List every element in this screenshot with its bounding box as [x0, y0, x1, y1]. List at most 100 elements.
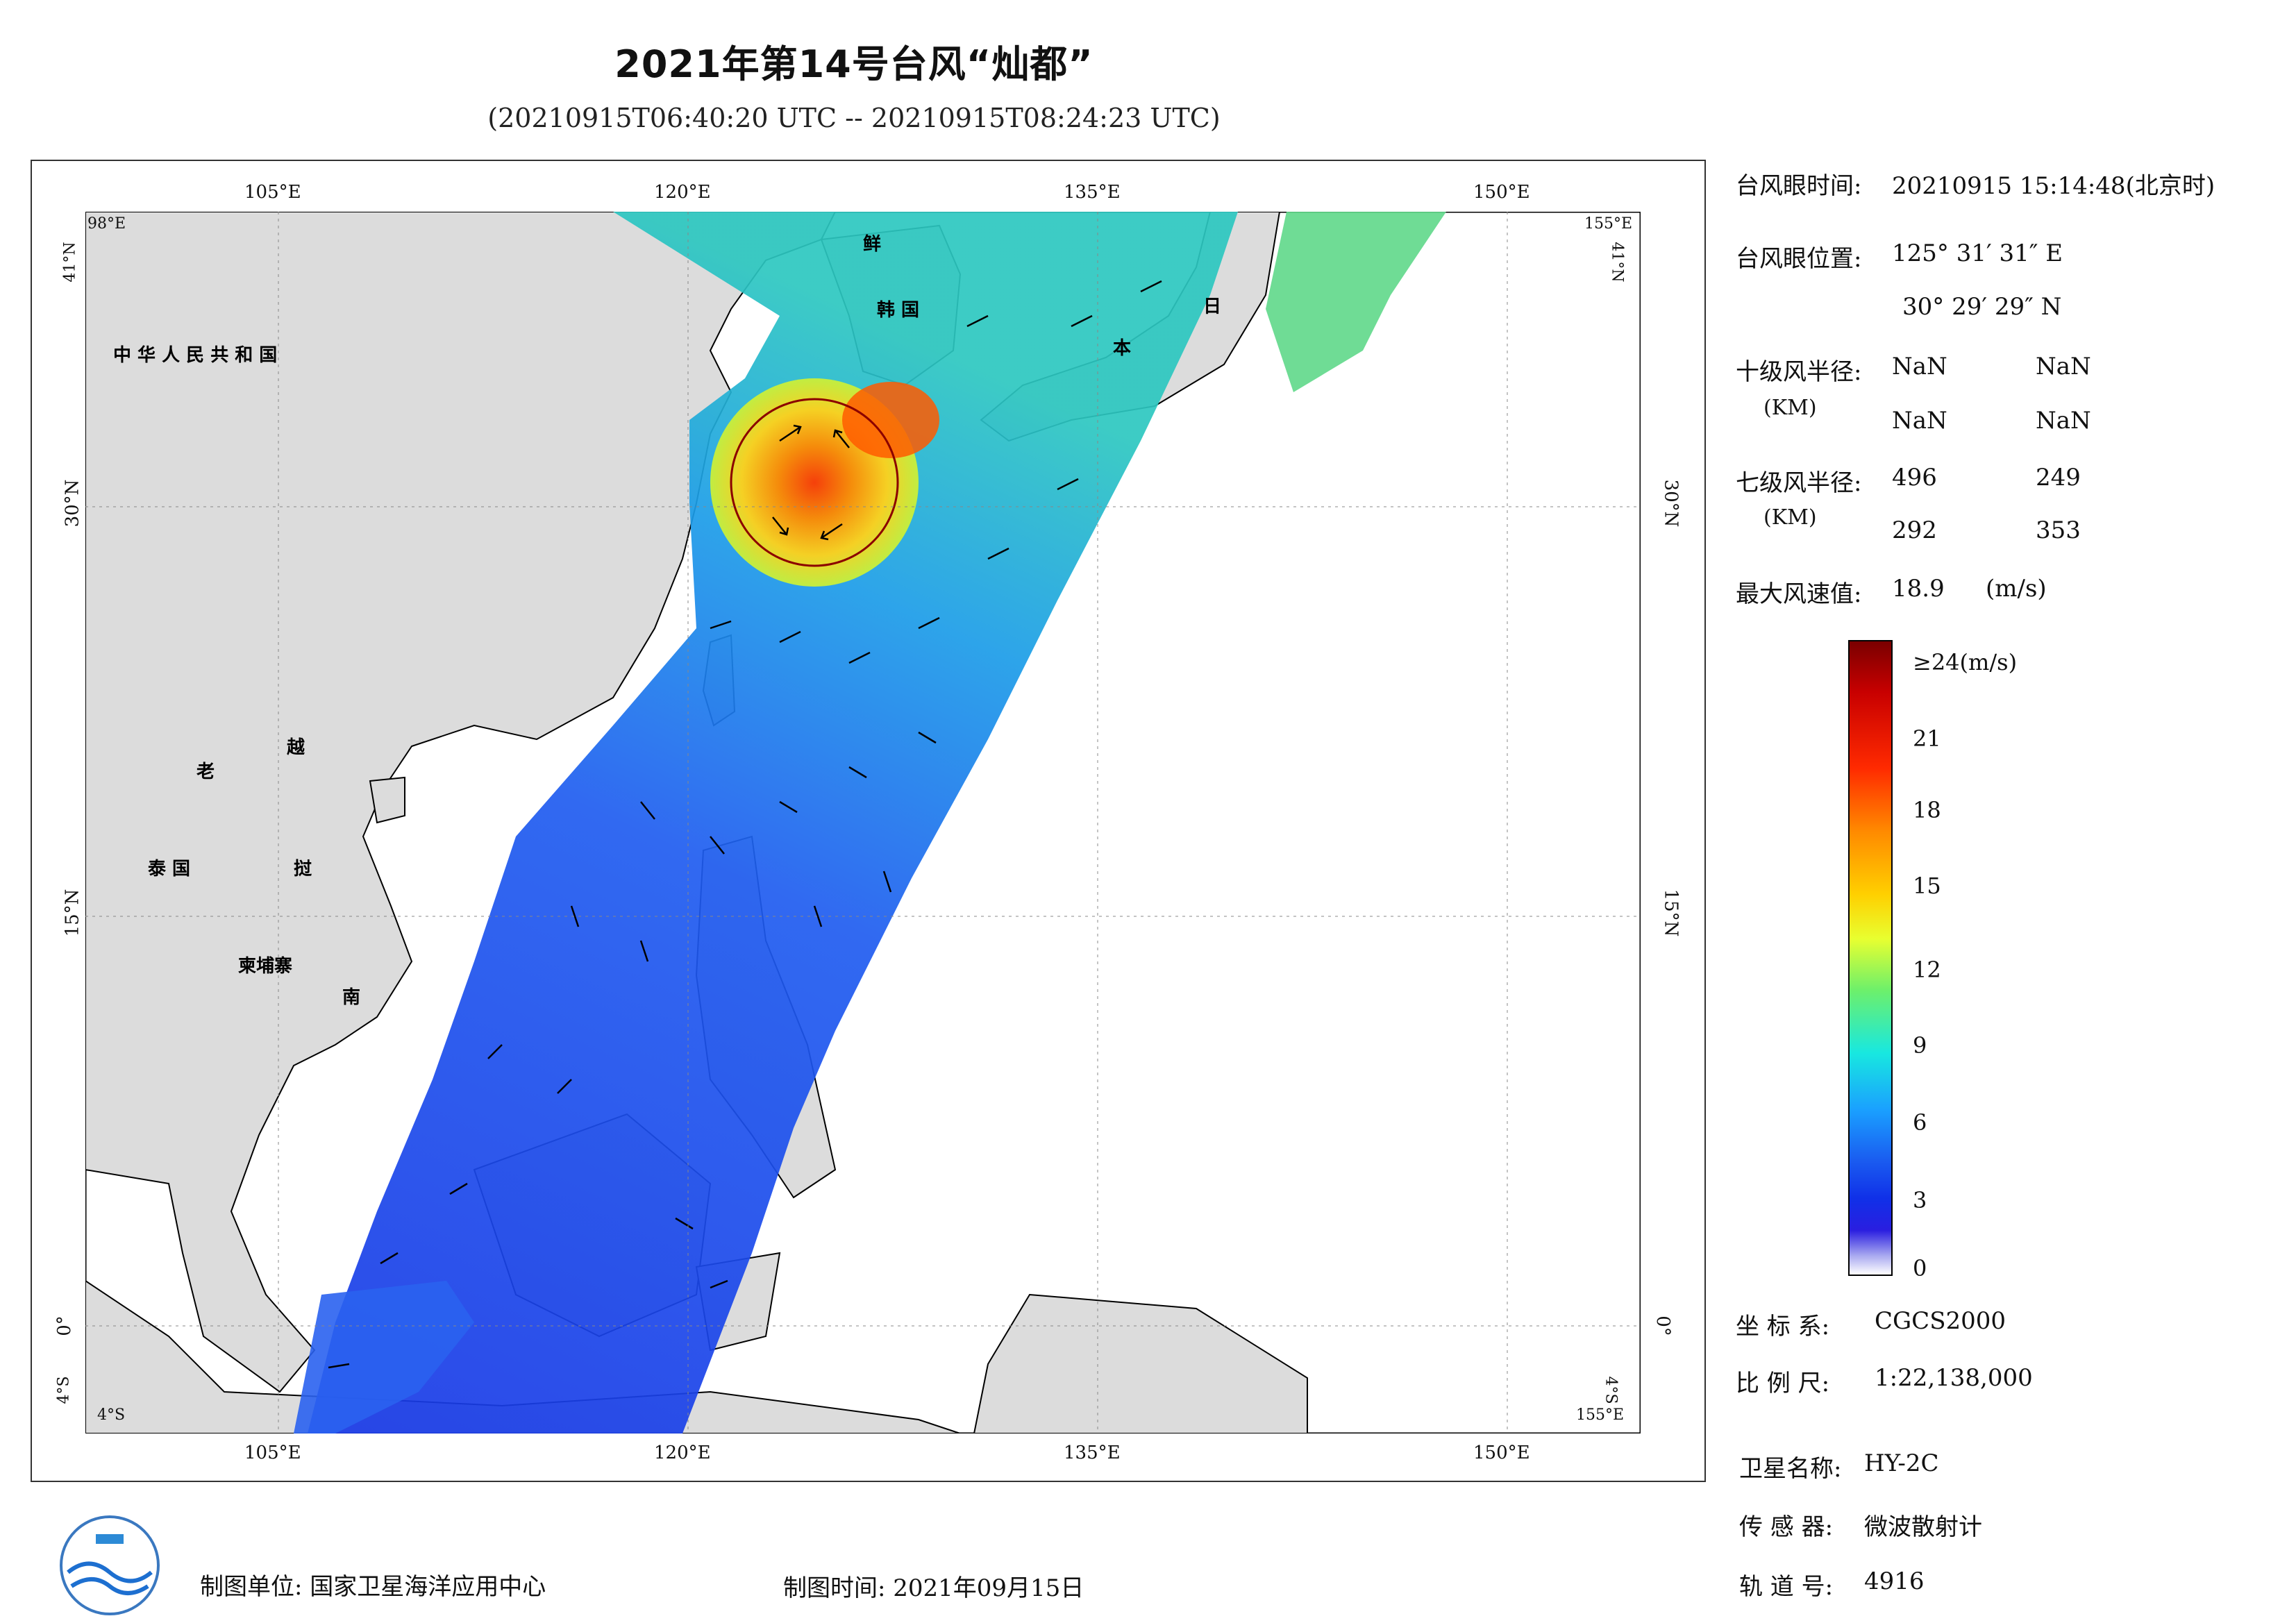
place-name-japan: 日	[1203, 296, 1221, 317]
legend-tick-6: 6	[1913, 1109, 1927, 1136]
lat-label-right-2: 15°N	[1660, 889, 1682, 937]
place-name-korea-south: 韩 国	[877, 300, 919, 321]
eye-position-lon: 125° 31′ 31″ E	[1892, 239, 2063, 267]
place-name-vietnam-2: 南	[342, 987, 360, 1008]
lat-label-left-3: 0°	[53, 1315, 75, 1336]
r10-value-3: NaN	[1892, 407, 1947, 435]
coord-system-label: 坐 标 系:	[1736, 1313, 1830, 1340]
wind-arrow	[779, 630, 801, 644]
sensor-value: 微波散射计	[1864, 1513, 1982, 1541]
typhoon-max-wind-area	[842, 382, 939, 458]
legend-tick-12: 12	[1913, 957, 1941, 983]
map-frame	[31, 160, 1706, 1482]
place-name-thailand: 泰 国	[148, 859, 190, 880]
lon-label-bottom-1: 105°E	[244, 1443, 301, 1463]
eye-position-label: 台风眼位置:	[1736, 245, 1862, 273]
wind-arrow	[779, 800, 798, 814]
orbit-value: 4916	[1864, 1567, 1925, 1595]
time-range-subtitle: (20210915T06:40:20 UTC -- 20210915T08:24…	[487, 103, 1221, 133]
wind-arrow	[1071, 314, 1093, 328]
legend-tick-0: 0	[1913, 1255, 1927, 1281]
wind-arrow	[918, 616, 940, 630]
lat-label-left-1: 30°N	[62, 479, 83, 528]
wind-arrow	[380, 1252, 399, 1265]
eye-position-lat: 30° 29′ 29″ N	[1902, 293, 2062, 321]
typhoon-7-level-radius-circle	[730, 398, 899, 567]
max-wind-label: 最大风速值:	[1736, 580, 1862, 608]
wind-arrow	[570, 905, 580, 927]
wind-arrow	[918, 731, 937, 744]
r7-value-2: 249	[2036, 464, 2081, 491]
wind-arrow	[813, 905, 823, 927]
place-name-cambodia: 柬埔寨	[238, 955, 292, 977]
legend-tick-15: 15	[1913, 873, 1941, 899]
wind-arrow	[987, 547, 1009, 560]
max-wind-unit: (m/s)	[1986, 575, 2047, 603]
wind-arrow	[1057, 478, 1079, 491]
wind-arrow	[832, 429, 850, 448]
lon-label-bottom-3: 135°E	[1064, 1443, 1121, 1463]
corner-label-top-right: 155°E	[1584, 215, 1633, 233]
wind-arrow	[779, 424, 802, 442]
coord-system-value: CGCS2000	[1875, 1307, 2006, 1335]
wind-arrow	[848, 766, 867, 779]
corner-label-bottom-right: 155°E	[1576, 1406, 1625, 1424]
lon-label-bottom-4: 150°E	[1473, 1443, 1530, 1463]
legend-tick-21: 21	[1913, 725, 1941, 752]
wind-arrow	[966, 314, 989, 328]
wind-speed-colorbar	[1848, 640, 1893, 1276]
corner-label-bottom-left: 4°S	[97, 1406, 126, 1424]
wind-arrow	[449, 1182, 468, 1195]
scale-value: 1:22,138,000	[1875, 1364, 2033, 1392]
legend-tick-9: 9	[1913, 1032, 1927, 1059]
r10-label: 十级风半径:	[1736, 358, 1862, 386]
r10-value-2: NaN	[2036, 353, 2091, 380]
lon-label-top-3: 135°E	[1064, 182, 1121, 203]
wind-swath-northeast	[1266, 212, 1446, 392]
map-date: 制图时间: 2021年09月15日	[783, 1574, 1084, 1602]
land-java-sumatra	[85, 1279, 961, 1433]
legend-tick-24: ≥24(m/s)	[1913, 649, 2018, 675]
wind-arrow	[772, 516, 789, 536]
wind-vector-arrows	[328, 280, 1162, 1369]
wind-arrow	[1140, 280, 1162, 293]
r7-value-1: 496	[1892, 464, 1937, 491]
lon-label-top-4: 150°E	[1473, 182, 1530, 203]
r7-value-3: 292	[1892, 516, 1937, 544]
wind-swath-main	[308, 212, 1238, 1433]
eye-time-value: 20210915 15:14:48(北京时)	[1892, 172, 2215, 200]
satellite-label: 卫星名称:	[1739, 1455, 1842, 1483]
sensor-label: 传 感 器:	[1739, 1513, 1834, 1541]
land-new-guinea	[973, 1293, 1308, 1433]
place-name-japan-2: 本	[1113, 338, 1131, 359]
place-name-lao-2: 挝	[294, 859, 312, 880]
wind-arrow	[848, 651, 871, 664]
r7-unit: (KM)	[1763, 505, 1817, 530]
wind-arrow	[882, 871, 892, 893]
lon-label-top-1: 105°E	[244, 182, 301, 203]
wind-arrow	[710, 1279, 728, 1289]
corner-label-top-left: 98°E	[87, 215, 126, 233]
wind-arrow	[710, 620, 732, 630]
corner-label-left-top: 41°N	[61, 242, 79, 283]
eye-time-label: 台风眼时间:	[1736, 172, 1862, 200]
land-hainan	[369, 776, 405, 824]
maker-credit: 制图单位: 国家卫星海洋应用中心	[200, 1573, 546, 1601]
lon-label-bottom-2: 120°E	[654, 1443, 711, 1463]
wind-arrow	[328, 1363, 350, 1369]
wind-arrow	[557, 1079, 572, 1094]
r7-label: 七级风半径:	[1736, 469, 1862, 497]
legend-tick-3: 3	[1913, 1187, 1927, 1213]
legend-tick-18: 18	[1913, 797, 1941, 823]
wind-arrow	[820, 523, 843, 541]
nsoas-logo-icon	[60, 1515, 160, 1615]
lat-label-right-1: 30°N	[1660, 479, 1682, 528]
r7-value-4: 353	[2036, 516, 2081, 544]
lat-label-right-3: 0°	[1652, 1315, 1673, 1336]
satellite-value: HY-2C	[1864, 1449, 1939, 1477]
place-name-vietnam: 越	[287, 737, 305, 758]
lon-label-top-2: 120°E	[654, 182, 711, 203]
r10-value-4: NaN	[2036, 407, 2091, 435]
wind-arrow	[487, 1044, 503, 1059]
corner-label-right-top: 41°N	[1608, 242, 1626, 283]
